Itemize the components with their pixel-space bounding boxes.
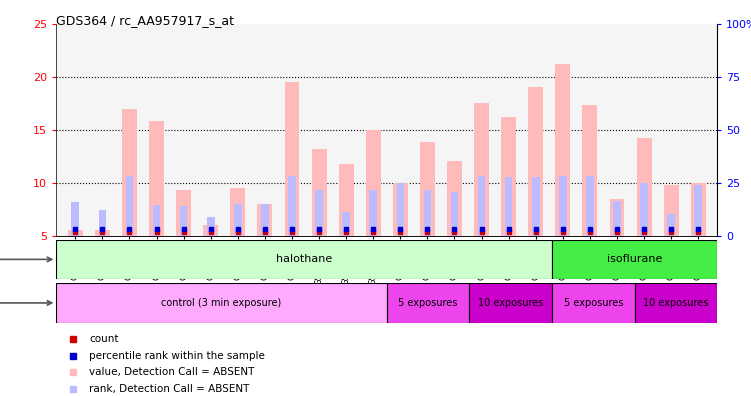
Bar [505, 177, 512, 236]
Text: 10 exposures: 10 exposures [478, 298, 544, 308]
Bar [204, 225, 218, 236]
Bar [556, 64, 570, 236]
Bar [668, 214, 675, 236]
Bar [122, 109, 137, 236]
Text: 5 exposures: 5 exposures [398, 298, 458, 308]
Text: count: count [89, 334, 119, 344]
Bar [641, 183, 648, 236]
Bar [664, 185, 679, 236]
Bar [369, 190, 377, 236]
Bar [552, 283, 635, 323]
Bar [610, 198, 624, 236]
Bar [387, 283, 469, 323]
Bar [288, 176, 296, 236]
Bar [532, 177, 539, 236]
Bar [559, 176, 566, 236]
Bar [552, 240, 717, 279]
Text: 5 exposures: 5 exposures [563, 298, 623, 308]
Bar [207, 217, 215, 236]
Bar [474, 103, 489, 236]
Bar [635, 283, 717, 323]
Bar [447, 162, 462, 236]
Bar [695, 185, 702, 236]
Text: isoflurane: isoflurane [607, 254, 662, 265]
Text: protocol: protocol [0, 298, 52, 308]
Bar [397, 183, 404, 236]
Bar [583, 105, 597, 236]
Bar [179, 206, 188, 236]
Text: halothane: halothane [276, 254, 332, 265]
Bar [68, 230, 83, 236]
Bar [469, 283, 552, 323]
Bar [420, 143, 435, 236]
Bar [95, 230, 110, 236]
Bar [637, 138, 652, 236]
Bar [393, 183, 408, 236]
Bar [312, 149, 327, 236]
Bar [176, 190, 191, 236]
Bar [56, 240, 552, 279]
Bar [451, 192, 458, 236]
Bar [586, 176, 594, 236]
Text: percentile rank within the sample: percentile rank within the sample [89, 351, 265, 361]
Bar [366, 129, 381, 236]
Text: value, Detection Call = ABSENT: value, Detection Call = ABSENT [89, 367, 255, 377]
Bar [501, 117, 516, 236]
Bar [234, 204, 242, 236]
Bar [285, 82, 300, 236]
Bar [56, 283, 387, 323]
Text: GDS364 / rc_AA957917_s_at: GDS364 / rc_AA957917_s_at [56, 14, 234, 27]
Bar [424, 190, 431, 236]
Bar [261, 204, 269, 236]
Bar [478, 176, 485, 236]
Bar [258, 204, 273, 236]
Bar [149, 121, 164, 236]
Bar [315, 190, 323, 236]
Bar [691, 183, 706, 236]
Bar [528, 87, 543, 236]
Bar [152, 205, 160, 236]
Text: agent: agent [0, 254, 52, 265]
Text: rank, Detection Call = ABSENT: rank, Detection Call = ABSENT [89, 384, 250, 394]
Bar [231, 188, 246, 236]
Text: control (3 min exposure): control (3 min exposure) [161, 298, 282, 308]
Bar [71, 202, 79, 236]
Bar [339, 164, 354, 236]
Bar [614, 201, 621, 236]
Bar [98, 210, 106, 236]
Bar [125, 176, 133, 236]
Text: 10 exposures: 10 exposures [643, 298, 709, 308]
Bar [342, 212, 350, 236]
